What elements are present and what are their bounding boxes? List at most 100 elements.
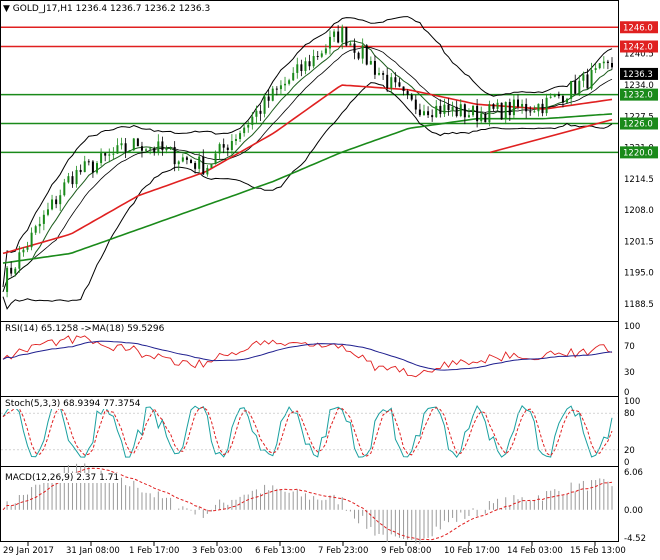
level-tag-label: 1226.0	[623, 120, 653, 130]
candle-body	[210, 163, 213, 168]
candle-body	[422, 111, 425, 116]
candle-body	[128, 150, 131, 152]
price-tick-label: 1227.5	[624, 112, 654, 122]
candle-body	[451, 106, 454, 111]
candle-body	[198, 156, 201, 169]
candle-body	[320, 53, 323, 57]
candle-body	[378, 73, 381, 75]
price-plot	[1, 16, 618, 310]
candle-body	[500, 102, 503, 120]
candle-body	[304, 61, 307, 72]
candle-body	[455, 106, 458, 117]
rsi-ma-line	[2, 340, 613, 371]
candle-body	[308, 61, 311, 67]
level-tag-label: 1232.0	[623, 91, 653, 101]
candle-body	[296, 64, 299, 73]
candle-body	[508, 102, 511, 116]
candle-body	[26, 247, 29, 250]
candle-body	[136, 138, 139, 147]
candle-body	[10, 267, 13, 274]
candle-body	[75, 169, 78, 185]
current-price-tag-bg	[620, 67, 658, 80]
level-tag-bg	[620, 21, 658, 34]
candle-body	[83, 161, 86, 173]
candle-body	[586, 74, 589, 89]
price-pane-frame	[0, 0, 619, 322]
candle-body	[459, 104, 462, 117]
candle-body	[463, 104, 466, 118]
candle-body	[263, 96, 266, 114]
candle-body	[63, 182, 66, 196]
candle-body	[333, 31, 336, 37]
candle-body	[578, 80, 581, 94]
candle-body	[185, 157, 188, 160]
stoch-tick-label: 0	[624, 458, 629, 468]
current-price-tag-label: 1236.3	[623, 70, 653, 80]
candle-body	[275, 88, 278, 90]
rsi-tick-label: 70	[624, 342, 635, 352]
macd-label: MACD(12,26,9) 2.37 1.71	[5, 473, 120, 483]
rsi-tick-label: 100	[624, 322, 640, 332]
candle-body	[439, 105, 442, 114]
candle-body	[410, 94, 413, 100]
candle-body	[222, 144, 225, 148]
candle-body	[435, 105, 438, 118]
candle-body	[161, 141, 164, 151]
candle-body	[561, 96, 564, 103]
candle-body	[230, 141, 233, 150]
candle-body	[431, 115, 434, 118]
candle-body	[38, 223, 41, 227]
candle-body	[104, 153, 107, 156]
rsi-label: RSI(14) 65.1258 ->MA(18) 59.5296	[5, 324, 165, 334]
candle-body	[312, 56, 315, 67]
candle-body	[206, 167, 209, 175]
candle-body	[42, 214, 45, 224]
candle-body	[406, 91, 409, 95]
x-tick-label: 31 Jan 08:00	[66, 546, 120, 556]
candle-body	[165, 148, 168, 151]
candle-body	[14, 268, 17, 274]
candle-body	[243, 127, 246, 134]
candle-body	[516, 99, 519, 107]
candle-body	[71, 176, 74, 185]
candle-body	[341, 26, 344, 43]
candle-body	[194, 162, 197, 169]
rsi-plot	[2, 335, 613, 378]
candle-body	[361, 45, 364, 59]
upper-band-line	[2, 16, 613, 288]
candle-body	[382, 73, 385, 75]
candle-body	[611, 62, 613, 68]
candle-body	[537, 103, 540, 112]
candle-body	[472, 105, 475, 116]
candle-body	[324, 48, 327, 54]
candle-body	[234, 139, 237, 142]
candle-body	[177, 161, 180, 165]
rsi-tick-label: 30	[624, 368, 635, 378]
candle-body	[292, 72, 295, 81]
macd-signal-line	[2, 467, 613, 541]
lower-band-line	[2, 82, 613, 310]
candle-body	[153, 148, 156, 153]
macd-tick-label: 0.00	[624, 506, 643, 516]
candle-body	[606, 61, 609, 63]
collapse-triangle-icon[interactable]: ▼	[3, 4, 10, 14]
rsi-tick-label: 0	[624, 388, 629, 398]
x-tick-label: 9 Feb 08:00	[381, 546, 431, 556]
x-tick-label: 7 Feb 23:00	[318, 546, 368, 556]
candle-body	[96, 163, 99, 173]
level-tag-label: 1246.0	[623, 23, 653, 33]
candle-body	[18, 252, 21, 269]
x-tick-label: 14 Feb 03:00	[507, 546, 563, 556]
price-tick-label: 1240.5	[624, 50, 654, 60]
candle-body	[369, 61, 372, 65]
candle-body	[594, 68, 597, 71]
x-tick-label: 6 Feb 13:00	[255, 546, 305, 556]
price-tick-label: 1234.0	[624, 81, 654, 91]
candle-body	[124, 143, 127, 152]
candle-body	[6, 267, 9, 292]
candle-body	[112, 153, 115, 155]
candle-body	[373, 61, 376, 75]
candle-body	[79, 169, 82, 173]
level-tag-bg	[620, 146, 658, 159]
